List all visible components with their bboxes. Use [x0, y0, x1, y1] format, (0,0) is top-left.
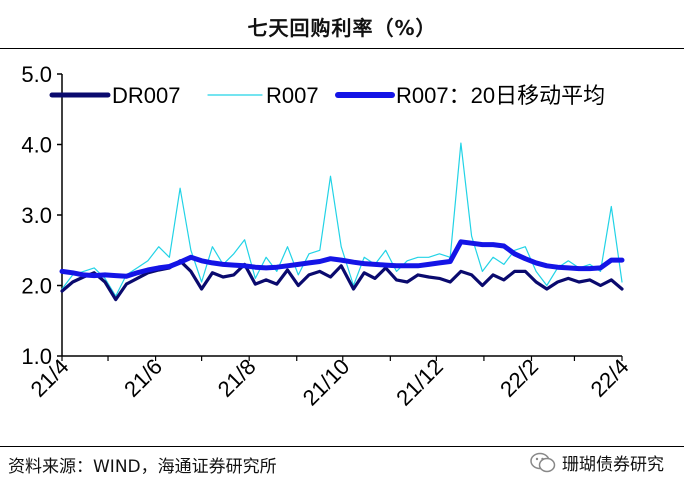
legend-label-1: R007: [266, 83, 319, 108]
y-tick-label: 1.0: [21, 344, 52, 369]
x-tick-label: 22/2: [495, 354, 543, 402]
chart-legend: DR007 R007 R007：20日移动平均: [49, 83, 605, 108]
series-line-0: [60, 259, 624, 302]
line-chart: 1.02.03.04.05.021/4 21/6 21/8 21/10 21/12 22/…: [21, 62, 633, 410]
watermark-text: 珊瑚债券研究: [562, 455, 664, 475]
watermark: 珊瑚债券研究: [530, 450, 664, 475]
series-line-1: [61, 142, 623, 297]
x-tick-label: 21/10: [298, 354, 355, 411]
x-tick-label: 21/12: [391, 354, 448, 411]
x-tick-label: 21/6: [119, 354, 167, 402]
x-tick-label: 21/8: [213, 354, 261, 402]
y-tick-label: 2.0: [21, 274, 52, 299]
bottom-divider: [0, 446, 684, 447]
series-line-2: [59, 239, 625, 279]
y-tick-label: 3.0: [21, 203, 52, 228]
chart-axes: 1.02.03.04.05.021/4 21/6 21/8 21/10 21/12 22/…: [21, 62, 633, 410]
chart-series: [59, 142, 625, 302]
x-tick-label: 22/4: [586, 354, 634, 402]
top-divider: [0, 48, 684, 49]
page-title: 七天回购利率（%）: [247, 16, 437, 40]
source-note: 资料来源：WIND，海通证券研究所: [8, 457, 277, 477]
wechat-icon: [530, 452, 556, 472]
y-tick-label: 5.0: [21, 62, 52, 87]
y-tick-label: 4.0: [21, 133, 52, 158]
legend-label-0: DR007: [112, 83, 180, 108]
legend-label-2: R007：20日移动平均: [396, 83, 605, 108]
